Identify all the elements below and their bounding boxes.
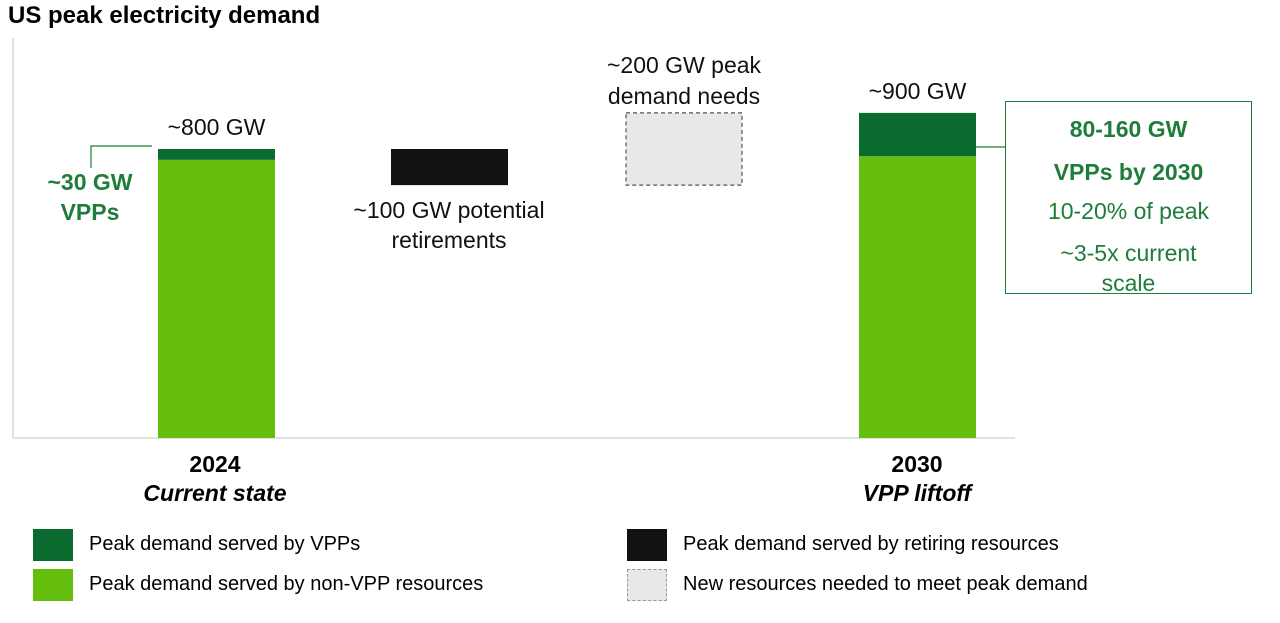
category-year-2024: 2024 bbox=[189, 451, 241, 477]
vpp-2024-annotation-line-1: ~30 GW bbox=[47, 169, 132, 195]
legend-swatch-vpp bbox=[33, 529, 73, 561]
total-label-2030: ~900 GW bbox=[869, 78, 967, 104]
legend-label-vpp: Peak demand served by VPPs bbox=[89, 533, 361, 555]
category-label-2024: Current state bbox=[143, 480, 287, 506]
bridge-new-resources-label-line-2: demand needs bbox=[608, 83, 760, 109]
vpp-2024-annotation-line-2: VPPs bbox=[61, 199, 120, 225]
callout-detail-share: 10-20% of peak bbox=[1047, 198, 1210, 224]
callout-heading-line-2: VPPs by 2030 bbox=[1053, 159, 1204, 185]
bar-vpp-2024 bbox=[158, 149, 275, 160]
bridge-retirements-label-line-2: retirements bbox=[391, 227, 506, 253]
bridge-new-resources-bar bbox=[625, 112, 743, 186]
category-label-2030: VPP liftoff bbox=[862, 480, 972, 506]
legend-swatch-non-vpp bbox=[33, 569, 73, 601]
bridge-new-resources-label-line-1: ~200 GW peak bbox=[607, 52, 762, 78]
legend-label-retiring: Peak demand served by retiring resources bbox=[683, 533, 1059, 555]
legend-label-new-resources: New resources needed to meet peak demand bbox=[683, 573, 1088, 595]
vpp-2030-callout: 80-160 GW VPPs by 2030 10-20% of peak ~3… bbox=[1005, 101, 1252, 296]
legend-swatch-new-resources bbox=[627, 569, 667, 601]
chart-title: US peak electricity demand bbox=[8, 2, 321, 29]
legend-label-non-vpp: Peak demand served by non-VPP resources bbox=[89, 573, 484, 595]
callout-heading-line-1: 80-160 GW bbox=[1069, 116, 1188, 142]
bar-non-vpp-2024 bbox=[158, 159, 275, 438]
category-year-2030: 2030 bbox=[891, 451, 943, 477]
legend-swatch-retiring bbox=[627, 529, 667, 561]
vpp-2024-leader-line bbox=[90, 145, 152, 168]
bar-vpp-2030 bbox=[859, 112, 976, 157]
bar-non-vpp-2030 bbox=[859, 156, 976, 438]
bridge-retirements-label-line-1: ~100 GW potential bbox=[353, 197, 544, 223]
bridge-retirements-bar bbox=[391, 149, 508, 186]
callout-detail-scale-2: scale bbox=[1101, 270, 1156, 296]
callout-detail-scale-1: ~3-5x current bbox=[1060, 240, 1197, 266]
total-label-2024: ~800 GW bbox=[168, 114, 266, 140]
